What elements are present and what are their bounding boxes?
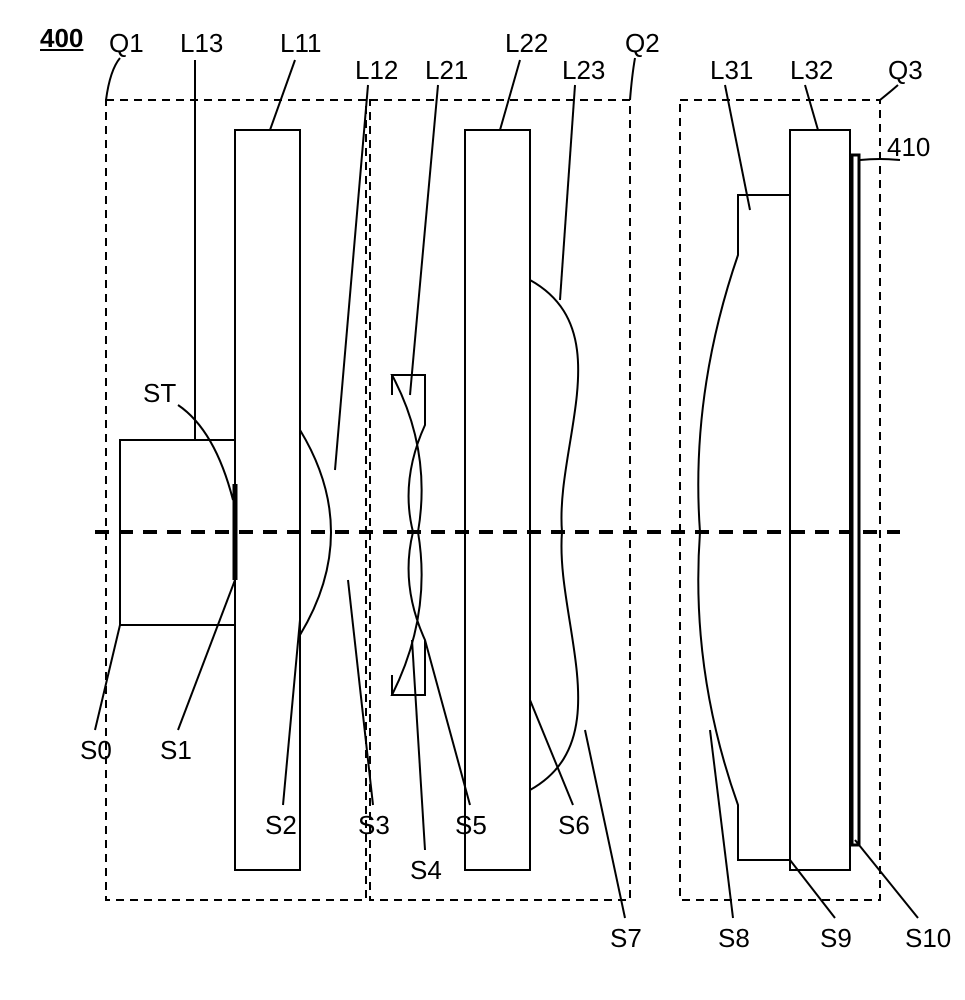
optical-diagram: 400: [0, 0, 965, 1000]
label-l32: L32: [790, 55, 833, 86]
element-l32: [790, 130, 850, 870]
leader-s10: [855, 840, 918, 918]
label-s1: S1: [160, 735, 192, 766]
leader-s2: [283, 620, 300, 805]
leader-s8: [710, 730, 733, 918]
leader-st: [178, 405, 233, 500]
label-l21: L21: [425, 55, 468, 86]
label-q1: Q1: [109, 28, 144, 59]
leader-l22: [500, 60, 520, 130]
label-s4: S4: [410, 855, 442, 886]
label-l22: L22: [505, 28, 548, 59]
label-st: ST: [143, 378, 176, 409]
leader-q3: [880, 85, 898, 100]
label-s0: S0: [80, 735, 112, 766]
label-q3: Q3: [888, 55, 923, 86]
label-s5: S5: [455, 810, 487, 841]
label-l12: L12: [355, 55, 398, 86]
leader-l31: [725, 85, 750, 210]
label-l11: L11: [280, 28, 321, 59]
element-l31: [698, 195, 790, 860]
label-q2: Q2: [625, 28, 660, 59]
leader-l32: [805, 85, 818, 130]
image-sensor: [852, 155, 859, 845]
leader-s4: [412, 640, 425, 850]
label-s7: S7: [610, 923, 642, 954]
element-l21: [392, 375, 425, 695]
element-l22: [465, 130, 530, 870]
leader-s0: [95, 625, 120, 730]
leader-s1: [178, 580, 235, 730]
leader-q1: [106, 58, 120, 100]
diagram-svg: [0, 0, 965, 1000]
label-s9: S9: [820, 923, 852, 954]
element-l11: [235, 130, 300, 870]
label-l31: L31: [710, 55, 753, 86]
label-l23: L23: [562, 55, 605, 86]
leader-l21: [410, 85, 438, 395]
leader-s7: [585, 730, 625, 918]
label-l13: L13: [180, 28, 223, 59]
label-s2: S2: [265, 810, 297, 841]
leader-s9: [790, 860, 835, 918]
leader-q2: [630, 58, 635, 100]
leader-l12: [335, 85, 368, 470]
label-410: 410: [887, 132, 930, 163]
label-s8: S8: [718, 923, 750, 954]
element-l23: [530, 280, 578, 790]
leader-s5: [425, 640, 470, 805]
leader-l23: [560, 85, 575, 300]
label-s6: S6: [558, 810, 590, 841]
label-s10: S10: [905, 923, 951, 954]
label-s3: S3: [358, 810, 390, 841]
leader-l11: [270, 60, 295, 130]
